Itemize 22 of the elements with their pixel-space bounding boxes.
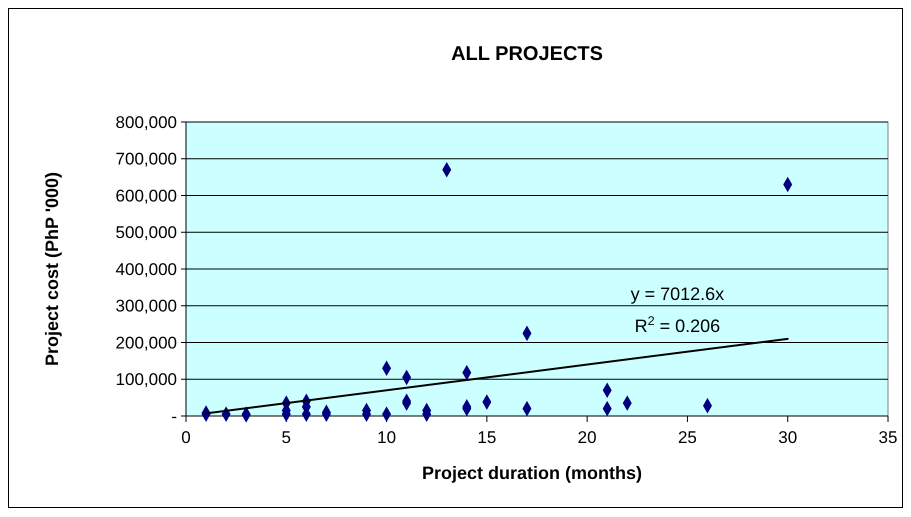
x-axis-title: Project duration (months) (422, 463, 642, 483)
annotation: y = 7012.6x (630, 284, 724, 304)
x-tick-label: 35 (878, 428, 898, 447)
x-tick-label: 0 (181, 428, 191, 447)
x-tick-label: 5 (282, 428, 292, 447)
y-tick-label: 500,000 (116, 223, 177, 242)
y-tick-label: 700,000 (116, 150, 177, 169)
x-tick-label: 25 (678, 428, 697, 447)
y-tick-label: 200,000 (116, 333, 177, 352)
x-tick-label: 10 (377, 428, 396, 447)
y-tick-label: 300,000 (116, 296, 177, 316)
y-tick-label: - (171, 406, 177, 426)
y-tick-label: 800,000 (116, 112, 177, 132)
y-tick-label: 600,000 (116, 186, 177, 206)
x-tick-label: 20 (578, 428, 597, 447)
y-tick-label: 400,000 (116, 260, 177, 279)
x-tick-label: 15 (477, 428, 496, 447)
annotation: R$^{2}$ = 0.206 (634, 314, 720, 336)
y-tick-label: 100,000 (116, 370, 177, 390)
y-axis-title: Project cost (PhP '000) (42, 172, 62, 366)
chart-title: ALL PROJECTS (451, 43, 603, 65)
x-tick-label: 30 (778, 428, 798, 447)
